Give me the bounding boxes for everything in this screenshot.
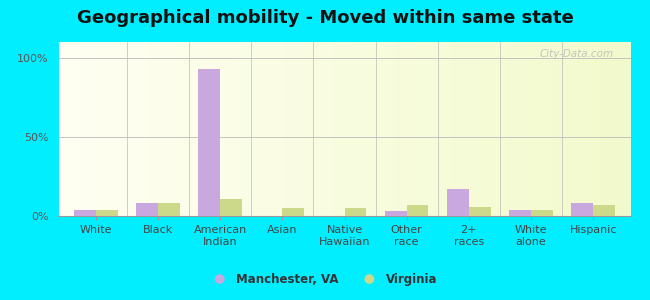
Bar	[447, 189, 469, 216]
Bar	[571, 203, 593, 216]
Text: City-Data.com: City-Data.com	[540, 49, 614, 59]
Bar	[220, 199, 242, 216]
Bar	[385, 211, 407, 216]
Bar	[74, 210, 96, 216]
Bar	[344, 208, 366, 216]
Bar	[469, 206, 491, 216]
Bar	[198, 69, 220, 216]
Legend: Manchester, VA, Virginia: Manchester, VA, Virginia	[208, 269, 442, 291]
Bar	[282, 208, 304, 216]
Bar	[407, 205, 428, 216]
Bar	[158, 203, 180, 216]
Bar	[593, 205, 615, 216]
Bar	[531, 210, 552, 216]
Text: Geographical mobility - Moved within same state: Geographical mobility - Moved within sam…	[77, 9, 573, 27]
Bar	[136, 203, 158, 216]
Bar	[509, 210, 531, 216]
Bar	[96, 210, 118, 216]
